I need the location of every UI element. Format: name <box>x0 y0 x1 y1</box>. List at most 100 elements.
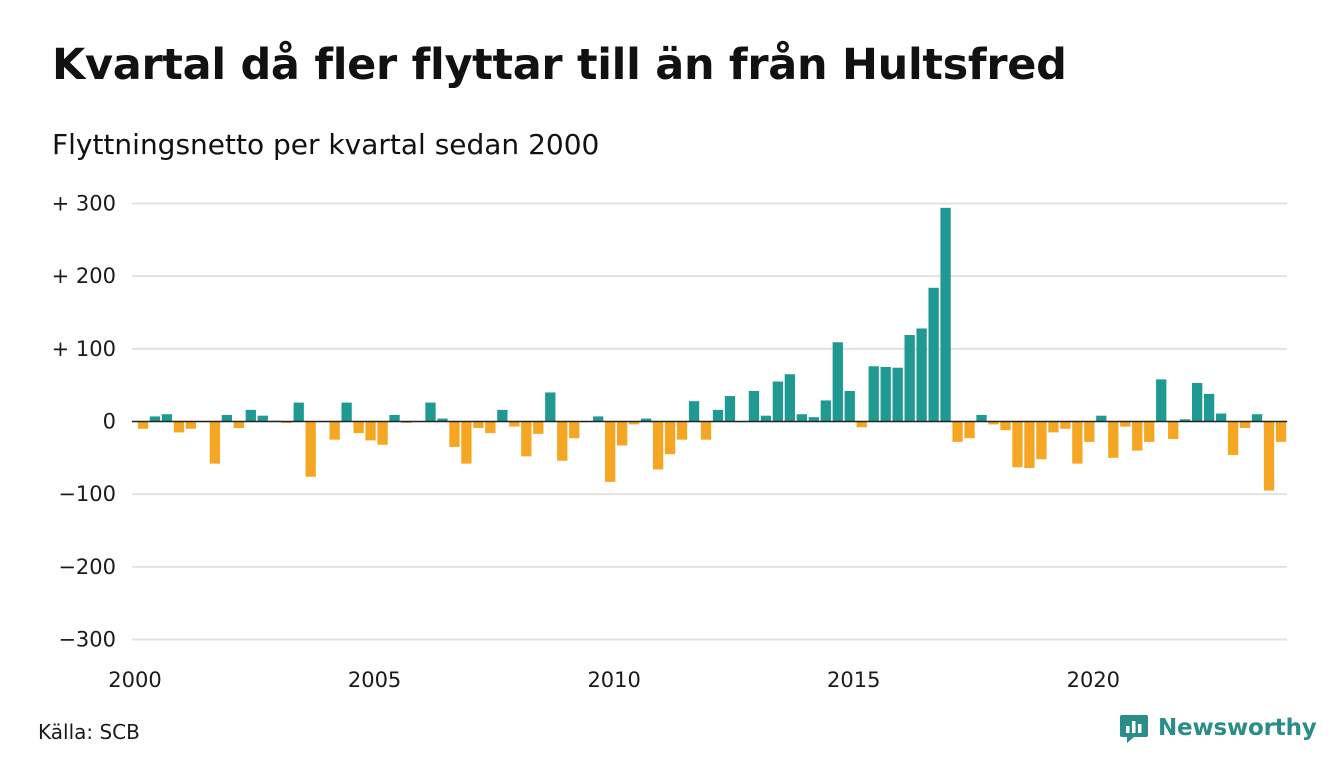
bar <box>976 414 987 422</box>
bar <box>365 421 376 441</box>
bar <box>617 421 628 446</box>
bar <box>868 366 879 422</box>
bar <box>652 421 664 470</box>
bar-chart-speech-bubble-icon <box>1120 715 1148 743</box>
bar <box>964 421 975 439</box>
chart-title: Kvartal då fler flyttar till än från Hul… <box>52 40 1067 90</box>
bar <box>233 421 244 429</box>
y-tick-label: 0 <box>103 410 116 434</box>
bar <box>1000 421 1011 431</box>
bar <box>700 421 712 440</box>
bar <box>1203 393 1215 422</box>
bar <box>760 415 772 422</box>
bar <box>1251 414 1263 422</box>
bar <box>1084 421 1095 442</box>
bar <box>389 414 400 422</box>
bar <box>305 421 316 477</box>
bar <box>904 335 915 422</box>
bar <box>880 367 891 422</box>
bar <box>437 418 448 422</box>
bar <box>1227 421 1239 455</box>
bar <box>377 421 388 445</box>
bar <box>185 421 197 429</box>
bar <box>820 400 831 422</box>
bar <box>545 392 556 422</box>
bar <box>784 374 796 422</box>
bar <box>748 390 760 422</box>
x-tick-label: 2010 <box>587 668 640 692</box>
bar <box>1024 421 1035 469</box>
bar <box>664 421 676 455</box>
brand-logo[interactable]: Newsworthy <box>1118 712 1317 744</box>
bar <box>688 401 700 422</box>
x-tick-label: 2005 <box>348 668 401 692</box>
y-tick-label: −200 <box>58 555 116 579</box>
bar <box>461 421 472 464</box>
bar <box>832 342 843 422</box>
bar <box>593 416 604 422</box>
bar <box>569 421 580 439</box>
bar <box>161 414 173 422</box>
bar <box>772 381 784 422</box>
bar <box>353 421 364 434</box>
bar <box>1108 421 1119 458</box>
bar <box>1180 419 1191 422</box>
bar <box>473 421 484 429</box>
bar <box>137 421 149 429</box>
bar <box>856 421 867 428</box>
bar <box>257 415 268 422</box>
bar <box>173 421 185 433</box>
bar <box>497 409 508 422</box>
bar <box>209 421 221 464</box>
bar <box>1072 421 1083 464</box>
bar <box>1036 421 1047 460</box>
bar <box>1120 421 1131 427</box>
bar <box>1096 415 1107 422</box>
x-tick-label: 2000 <box>108 668 161 692</box>
x-tick-label: 2015 <box>827 668 880 692</box>
bar <box>640 418 652 422</box>
bar <box>1192 382 1203 422</box>
bar <box>1132 421 1143 451</box>
y-tick-label: + 200 <box>52 264 116 288</box>
bar <box>1168 421 1179 439</box>
bar <box>293 402 304 422</box>
bar <box>1156 379 1167 422</box>
y-tick-label: + 300 <box>52 191 116 215</box>
bar <box>844 390 855 422</box>
bar <box>341 402 352 422</box>
bar <box>892 367 903 422</box>
brand-name: Newsworthy <box>1158 715 1317 741</box>
bar <box>509 421 520 427</box>
bar <box>425 402 436 422</box>
chart-subtitle: Flyttningsnetto per kvartal sedan 2000 <box>52 128 600 161</box>
bar <box>928 287 939 422</box>
bar <box>628 421 640 425</box>
bar <box>676 421 688 440</box>
bar <box>1239 421 1251 429</box>
bar <box>940 207 951 422</box>
bar <box>952 421 963 442</box>
bar <box>1275 421 1287 442</box>
bar <box>449 421 460 447</box>
bar <box>149 416 161 422</box>
bar <box>808 417 819 422</box>
bar <box>245 409 256 422</box>
y-tick-label: −100 <box>58 482 116 506</box>
bar <box>724 396 736 422</box>
y-tick-label: + 100 <box>52 337 116 361</box>
bar <box>1048 421 1059 433</box>
bar <box>1263 421 1275 491</box>
bar <box>1144 421 1155 442</box>
bar <box>988 421 999 425</box>
bar <box>1060 421 1071 429</box>
bar <box>712 409 724 422</box>
bar <box>533 421 544 434</box>
bar <box>557 421 568 461</box>
bar <box>221 414 232 422</box>
bar <box>329 421 340 440</box>
source-note: Källa: SCB <box>38 720 140 744</box>
bar <box>1215 413 1227 422</box>
bar-chart: + 300 + 200 + 100 0 −100 −200 −300 2000 2005 201… <box>52 191 1287 692</box>
bar <box>796 414 807 422</box>
